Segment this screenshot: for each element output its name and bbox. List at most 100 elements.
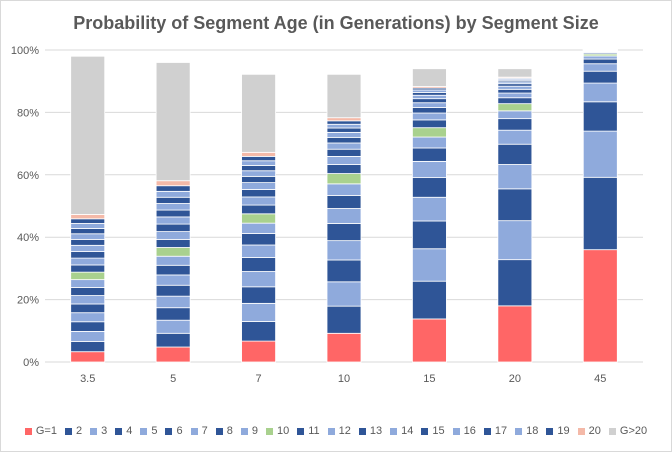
bar-segment <box>241 271 276 288</box>
bar-segment <box>155 295 191 309</box>
bar-segment <box>241 189 276 198</box>
legend-label: 10 <box>276 425 290 437</box>
bar-segment <box>326 332 362 363</box>
bar-segment <box>70 341 106 353</box>
legend-swatch <box>190 427 198 435</box>
bar-segment <box>241 160 276 166</box>
bar-segment <box>241 155 276 162</box>
bar-segment <box>412 248 447 282</box>
legend-entry: 3 <box>90 425 107 437</box>
bar-segment <box>326 281 362 307</box>
bar-segment <box>497 259 533 307</box>
bar-segment <box>497 85 533 90</box>
legend-label: 5 <box>151 425 158 437</box>
legend-label: 8 <box>226 425 233 437</box>
legend-label: 14 <box>401 425 414 437</box>
bar-segment <box>497 118 533 131</box>
bar-segment <box>241 170 276 177</box>
legend-swatch <box>165 427 173 435</box>
legend-swatch <box>515 427 523 435</box>
bar-segment <box>241 213 276 224</box>
bar-segment <box>155 319 191 334</box>
bar-segment <box>412 280 447 320</box>
legend-entry: G>20 <box>608 425 647 437</box>
legend-label: 13 <box>369 425 383 437</box>
legend-swatch <box>297 427 305 435</box>
legend-entry: 5 <box>140 425 157 437</box>
chart-legend: G=1 2 3 4 5 6 7 8 9 10 11 12 13 14 15 16 17 18 19 20 G>20 <box>1 425 671 437</box>
bar-segment <box>155 274 191 286</box>
bar-segment <box>412 220 447 250</box>
bar-segment <box>70 303 106 314</box>
y-tick-label: 80% <box>17 107 39 119</box>
legend-swatch <box>358 427 366 435</box>
bar-segment <box>326 136 362 144</box>
bar-segment <box>412 102 447 108</box>
bar-segment <box>155 238 191 248</box>
bar-segment <box>326 155 362 165</box>
bar-segment <box>155 216 191 225</box>
x-tick-label: 5 <box>170 373 176 385</box>
bar-segment <box>241 151 276 157</box>
legend-label: 16 <box>463 425 476 437</box>
legend-label: 6 <box>176 425 183 437</box>
bar-segment <box>241 302 276 322</box>
bar-segment <box>241 233 276 246</box>
bar-segment <box>155 307 191 321</box>
legend-label: 12 <box>338 425 351 437</box>
bar-segment <box>155 203 191 211</box>
bar-segment <box>241 222 276 234</box>
bar-segment <box>326 259 362 283</box>
bar-segment <box>497 129 533 145</box>
bar-segment <box>326 305 362 334</box>
legend-entry: 10 <box>265 425 290 437</box>
legend-entry: 19 <box>546 425 570 437</box>
legend-label: 18 <box>526 425 539 437</box>
bar-segment <box>241 257 276 272</box>
bar-segment <box>70 244 106 252</box>
bar-segment <box>326 208 362 224</box>
legend-label: 7 <box>201 425 208 437</box>
legend-label: 17 <box>494 425 508 437</box>
legend-entry: 4 <box>115 425 132 437</box>
bar-segment <box>412 127 447 138</box>
y-tick-label: 100% <box>11 45 39 57</box>
bar-segment <box>582 55 618 60</box>
bar-segment <box>155 255 191 266</box>
legend-swatch <box>265 427 273 435</box>
bar-segment <box>241 182 276 190</box>
bar-segment <box>241 73 276 153</box>
legend-label: 3 <box>101 425 108 437</box>
bar-segment <box>497 164 533 190</box>
x-tick-label: 45 <box>594 373 606 385</box>
legend-label: 11 <box>308 425 320 437</box>
bar-segment <box>241 321 276 342</box>
bar-segment <box>326 123 362 129</box>
legend-swatch <box>327 427 335 435</box>
bar-segment <box>155 209 191 218</box>
bar-segment <box>70 214 106 220</box>
legend-label: G=1 <box>35 425 57 437</box>
bar-segment <box>155 223 191 232</box>
bar-segment <box>582 58 618 65</box>
bar-segment <box>70 223 106 229</box>
bar-segment <box>70 55 106 215</box>
bar-segment <box>326 240 362 261</box>
legend-label: 9 <box>251 425 258 437</box>
legend-swatch <box>64 427 72 435</box>
legend-entry: 2 <box>64 425 82 437</box>
bar-segment <box>497 103 533 112</box>
bar-segment <box>326 73 362 119</box>
bar-segment <box>70 238 106 246</box>
legend-entry: 15 <box>421 425 445 437</box>
bar-segment <box>155 332 191 348</box>
bar-segment <box>582 101 618 132</box>
bar-segment <box>412 136 447 149</box>
legend-swatch <box>215 427 223 435</box>
chart-title: Probability of Segment Age (in Generatio… <box>73 13 599 33</box>
bar-segment <box>497 88 533 94</box>
x-tick-label: 20 <box>509 373 521 385</box>
bar-segment <box>70 218 106 224</box>
bar-segment <box>155 247 191 257</box>
bar-segment <box>497 97 533 105</box>
